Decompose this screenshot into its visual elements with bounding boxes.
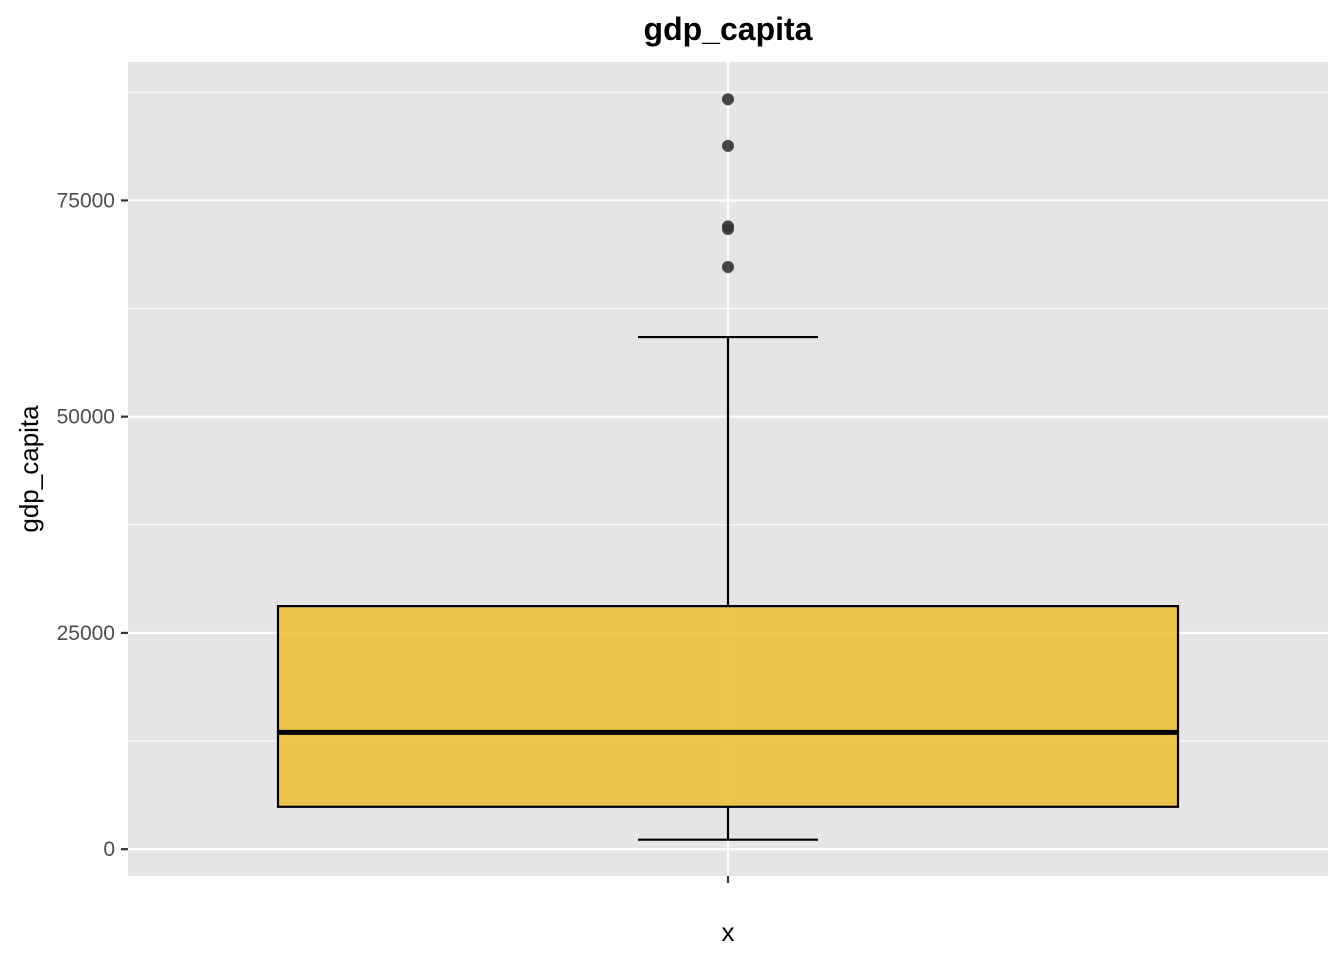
iqr-box — [276, 605, 1180, 808]
outlier-point — [722, 93, 734, 106]
outlier-point — [722, 222, 734, 235]
x-axis-title: x — [722, 917, 735, 947]
chart-title: gdp_capita — [644, 11, 813, 47]
outlier-point — [722, 261, 734, 274]
axes: 0 25000 50000 75000 — [57, 189, 730, 883]
y-axis-title: gdp_capita — [14, 405, 44, 533]
y-tick-label: 50000 — [57, 406, 115, 429]
boxplot-layer — [276, 93, 1180, 841]
y-tick-label: 25000 — [57, 622, 115, 645]
outlier-point — [722, 139, 734, 152]
y-tick-label: 0 — [103, 838, 115, 861]
y-tick-label: 75000 — [57, 189, 115, 212]
boxplot-group — [276, 93, 1180, 841]
